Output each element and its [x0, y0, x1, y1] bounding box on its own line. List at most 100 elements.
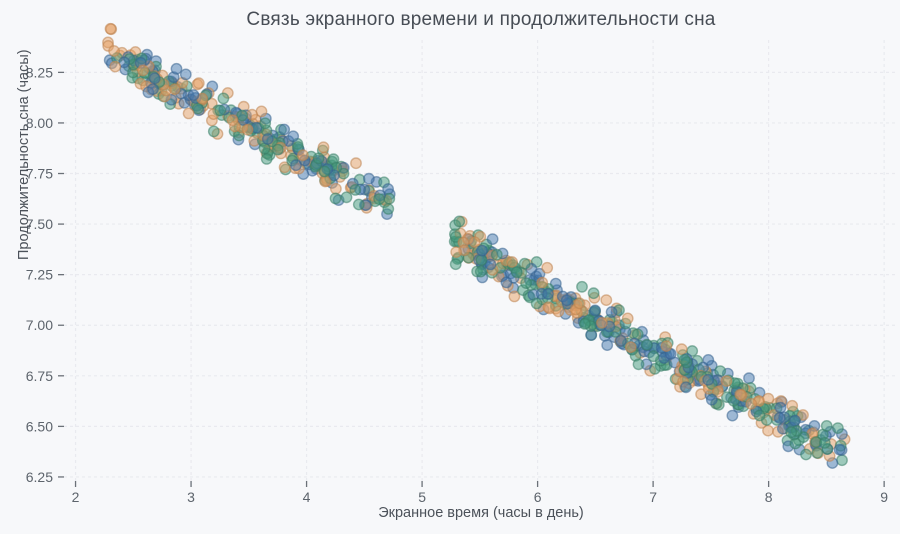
axis-tick-labels: 2 3 4 5 6 7 8 9 6.25 6.50 6.75 7.00 7.25 7.50 7.75 8.00… — [26, 64, 888, 505]
data-point — [589, 304, 601, 317]
data-point — [560, 294, 573, 307]
scatter-points — [102, 22, 851, 469]
data-point — [373, 193, 385, 206]
x-axis-label: Экранное время (часы в день) — [378, 505, 584, 521]
data-point — [449, 258, 462, 271]
data-point — [640, 338, 653, 351]
chart-title: Связь экранного времени и продолжительно… — [246, 9, 716, 30]
data-point — [702, 373, 715, 386]
data-point — [753, 409, 766, 422]
data-point — [833, 443, 846, 456]
data-point — [217, 92, 230, 105]
data-point — [542, 301, 555, 314]
y-tick-label: 6.75 — [26, 368, 53, 384]
data-point — [600, 294, 613, 306]
data-point — [773, 411, 786, 424]
data-point — [340, 191, 353, 204]
data-point — [259, 117, 272, 130]
data-point — [601, 339, 614, 351]
data-point — [362, 172, 375, 185]
x-tick-label: 4 — [303, 489, 311, 505]
data-point — [587, 287, 600, 300]
x-tick-label: 3 — [187, 489, 195, 505]
data-point — [329, 182, 342, 195]
data-point — [207, 125, 220, 138]
data-point — [785, 426, 798, 439]
y-tick-label: 8.25 — [26, 64, 53, 80]
data-point — [236, 109, 249, 122]
data-point — [542, 287, 554, 300]
data-point — [260, 152, 273, 165]
x-tick-label: 8 — [765, 489, 773, 505]
axis-ticks — [58, 71, 885, 487]
data-point — [296, 149, 309, 162]
data-point — [818, 436, 831, 449]
data-point — [450, 246, 463, 259]
data-point — [349, 183, 362, 196]
data-point — [712, 385, 724, 398]
y-tick-label: 7.25 — [26, 267, 53, 283]
data-point — [352, 198, 365, 211]
data-point — [453, 215, 466, 228]
data-point — [312, 152, 325, 165]
data-point — [168, 83, 181, 96]
data-point — [541, 261, 554, 274]
data-point — [170, 62, 183, 75]
data-point — [797, 409, 809, 421]
y-tick-label: 8.00 — [26, 115, 53, 131]
y-tick-label: 6.50 — [26, 418, 53, 434]
data-point — [520, 277, 532, 289]
data-point — [255, 105, 268, 118]
data-point — [820, 419, 833, 432]
data-point — [192, 77, 205, 90]
data-point — [214, 104, 227, 117]
data-point — [329, 192, 342, 205]
data-point — [536, 276, 549, 289]
data-point — [187, 89, 200, 101]
data-point — [137, 64, 149, 77]
data-point — [486, 233, 499, 246]
data-point — [271, 143, 284, 156]
data-point — [500, 276, 513, 289]
data-point — [490, 248, 503, 261]
y-tick-label: 7.75 — [26, 166, 53, 182]
data-point — [605, 306, 618, 318]
y-tick-label: 6.25 — [26, 469, 53, 485]
data-point — [800, 448, 812, 461]
data-point — [508, 290, 521, 303]
x-tick-label: 6 — [534, 489, 542, 505]
data-point — [660, 340, 673, 352]
data-point — [720, 375, 733, 387]
data-point — [506, 256, 518, 268]
data-point — [786, 399, 799, 412]
data-point — [576, 280, 588, 293]
x-tick-label: 2 — [72, 489, 80, 505]
data-point — [615, 334, 627, 347]
data-point — [318, 165, 331, 178]
data-point — [789, 414, 801, 427]
data-point — [474, 265, 487, 278]
data-point — [726, 409, 739, 422]
data-point — [319, 175, 332, 188]
data-point — [705, 393, 718, 406]
data-point — [811, 447, 824, 459]
data-point — [762, 392, 775, 405]
data-point — [109, 60, 122, 73]
data-point — [578, 317, 591, 330]
data-point — [261, 133, 274, 145]
data-point — [743, 372, 755, 385]
data-point — [148, 72, 161, 85]
data-point — [179, 68, 192, 81]
data-point — [745, 397, 758, 410]
data-point — [774, 401, 787, 414]
data-point — [530, 297, 543, 310]
data-point — [624, 341, 637, 354]
data-point — [647, 350, 660, 363]
data-point — [104, 22, 117, 35]
data-point — [182, 107, 195, 120]
data-point — [468, 236, 481, 249]
data-point — [632, 358, 645, 371]
data-point — [108, 45, 121, 57]
data-point — [675, 343, 688, 356]
